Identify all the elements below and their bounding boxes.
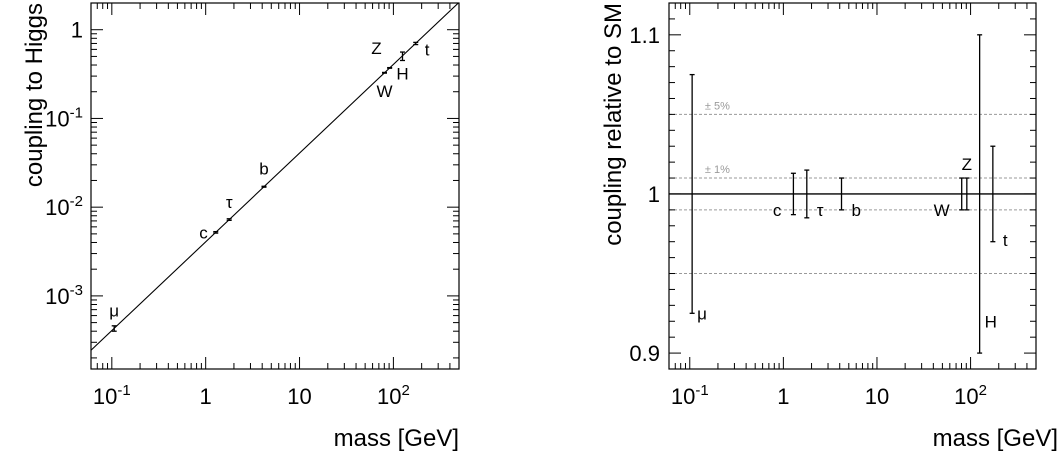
right-point-6 [977, 34, 983, 354]
left-x-tick-label-3-exponent: 2 [401, 382, 409, 399]
left-y-tick-label-1-exponent: -2 [70, 193, 83, 210]
right-point-label-5: Z [962, 155, 972, 174]
right-x-tick-label-2: 10 [865, 384, 889, 409]
right-x-tick-label-3-base: 10 [954, 384, 978, 409]
right-point-4 [959, 177, 965, 211]
left-point-label-6: H [396, 65, 408, 84]
right-point-label-3: b [852, 201, 861, 220]
right-plot-frame [668, 2, 1037, 370]
left-y-tick-label-0-exponent: -3 [70, 282, 83, 299]
left-x-tick-label-0-base: 10 [93, 384, 117, 409]
left-y-tick-label-2-exponent: -1 [70, 104, 83, 121]
right-x-tick-label-3-exponent: 2 [979, 382, 987, 399]
right-x-tick-label-1: 1 [777, 384, 789, 409]
right-y-tick-label-1: 1 [648, 182, 660, 207]
right-band-label-0: ± 5% [705, 100, 730, 112]
right-point-5 [964, 177, 970, 211]
left-point-0 [111, 325, 117, 332]
left-x-tick-label-2: 10 [287, 384, 311, 409]
left-y-tick-label-0: 10-3 [45, 282, 83, 309]
right-y-tick-label-0: 0.9 [629, 341, 660, 366]
left-x-tick-label-0-exponent: -1 [117, 382, 130, 399]
left-point-label-7: t [425, 40, 430, 59]
right-y-tick-label-1-base: 1 [648, 182, 660, 207]
right-band-label-1: ± 1% [705, 164, 730, 176]
left-y-tick-label-3: 1 [71, 18, 83, 43]
right-point-label-6: H [985, 312, 997, 331]
right-point-label-0: μ [697, 304, 707, 323]
left-point-label-2: τ [226, 193, 233, 212]
left-y-tick-label-0-base: 10 [45, 284, 69, 309]
left-y-axis-title: coupling to Higgs [21, 3, 48, 187]
left-point-7 [413, 41, 419, 46]
left-point-label-4: W [376, 82, 392, 101]
right-data-points: μ c τ b W Z Ht [689, 34, 1008, 354]
left-point-label-3: b [259, 160, 268, 179]
left-point-6 [399, 51, 405, 62]
right-y-tick-label-2-base: 1.1 [629, 23, 660, 48]
right-plot-bands: ± 5% ± 1% [669, 100, 1036, 275]
right-point-label-1: c [773, 201, 782, 220]
right-y-tick-label-2: 1.1 [629, 23, 660, 48]
right-point-label-2: τ [817, 201, 824, 220]
right-point-label-7: t [1003, 231, 1008, 250]
left-y-tick-label-1-base: 10 [45, 195, 69, 220]
left-reference-line [91, 3, 459, 351]
right-point-label-4: W [934, 201, 950, 220]
left-point-label-1: c [199, 223, 208, 242]
left-point-5 [387, 66, 393, 69]
left-y-tick-label-3-base: 1 [71, 18, 83, 43]
left-x-tick-label-2-base: 10 [287, 384, 311, 409]
left-y-tick-label-2: 10-1 [45, 104, 83, 131]
left-y-tick-label-1: 10-2 [45, 193, 83, 220]
right-x-tick-label-0-base: 10 [671, 384, 695, 409]
left-data-points: μ cτ b W ZHt [109, 39, 430, 332]
right-point-3 [839, 177, 845, 211]
left-plot-frame [90, 2, 460, 370]
left-x-tick-label-3: 102 [377, 382, 410, 409]
left-point-4 [382, 71, 388, 74]
left-point-2 [226, 218, 232, 222]
left-y-tick-label-2-base: 10 [45, 106, 69, 131]
right-x-tick-label-0-exponent: -1 [695, 382, 708, 399]
right-y-axis-title: coupling relative to SM [600, 3, 627, 246]
right-point-2 [804, 169, 810, 219]
right-x-tick-label-1-base: 1 [777, 384, 789, 409]
left-x-tick-label-1: 1 [200, 384, 212, 409]
left-point-label-0: μ [109, 301, 119, 320]
right-point-0 [689, 73, 695, 314]
left-point-3 [261, 185, 267, 188]
right-y-tick-label-0-base: 0.9 [629, 341, 660, 366]
left-point-label-5: Z [371, 39, 381, 58]
left-x-axis-title: mass [GeV] [334, 425, 459, 452]
right-x-tick-label-0: 10-1 [671, 382, 709, 409]
left-x-tick-label-0: 10-1 [93, 382, 131, 409]
right-x-tick-label-2-base: 10 [865, 384, 889, 409]
left-x-tick-label-1-base: 1 [200, 384, 212, 409]
right-point-1 [790, 172, 796, 216]
left-point-1 [213, 230, 219, 234]
right-x-axis-title: mass [GeV] [933, 425, 1058, 452]
left-x-tick-label-3-base: 10 [377, 384, 401, 409]
right-x-tick-label-3: 102 [954, 382, 987, 409]
left-reference-line-group [91, 3, 459, 351]
right-point-7 [990, 145, 996, 243]
